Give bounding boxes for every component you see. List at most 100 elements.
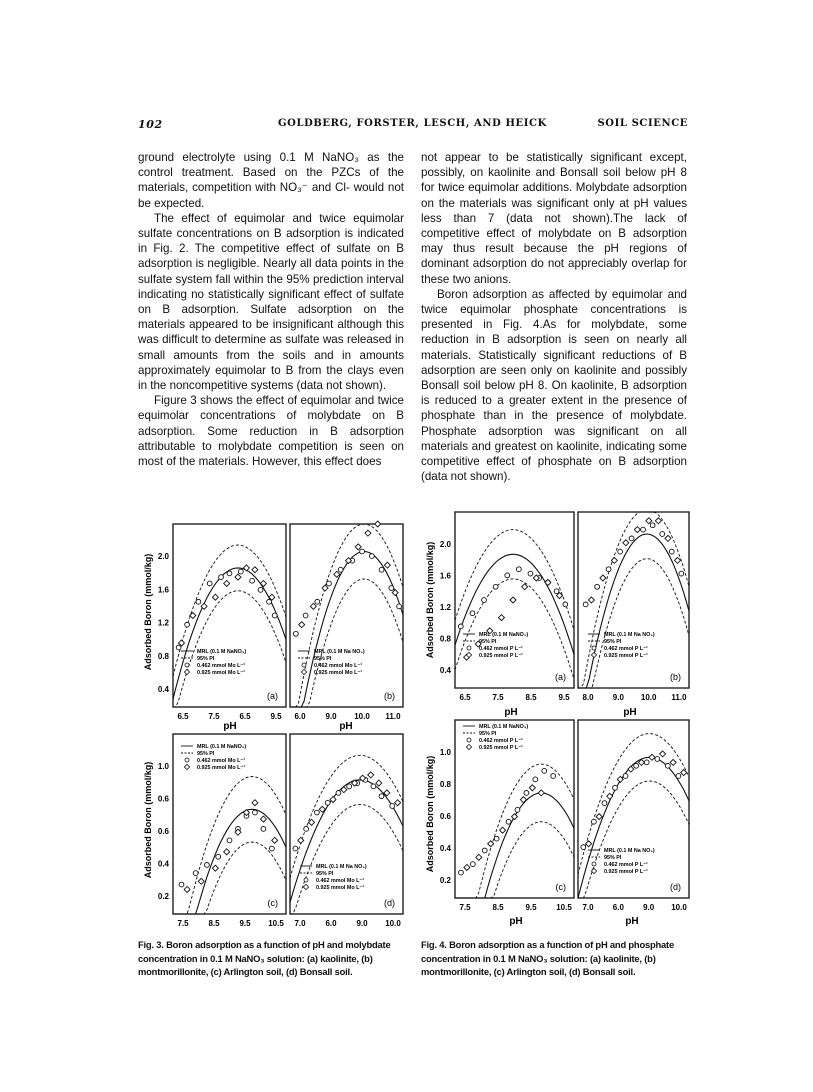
x-tick-label: 7.5 — [492, 693, 504, 702]
data-point-diamond — [627, 765, 635, 773]
data-point-diamond — [587, 596, 596, 604]
x-tick-label: 7.5 — [208, 712, 220, 721]
legend-entry: 0.925 mmol Mo L⁻¹ — [197, 765, 245, 771]
data-point-diamond — [374, 520, 382, 528]
data-point-circle — [257, 587, 264, 593]
y-tick-label: 2.0 — [158, 552, 170, 561]
data-point-diamond — [606, 792, 614, 800]
fig3-xlabel-b: pH — [339, 721, 352, 732]
data-point-circle — [192, 870, 199, 876]
legend-entry: 0.462 mmol P L⁻¹ — [479, 646, 523, 652]
data-point-circle — [594, 583, 600, 590]
prediction-interval-upper — [173, 776, 287, 915]
data-point-circle — [370, 783, 377, 790]
panel-label: (a) — [267, 691, 278, 701]
prediction-interval-lower — [578, 558, 690, 689]
data-point-circle — [470, 861, 476, 867]
legend-entry: 0.925 mmol P L⁻¹ — [604, 869, 648, 875]
y-tick-label: 0.6 — [440, 812, 452, 821]
fig4-ylabel-bottom: Adsorbed Boron (mmol/kg) — [425, 756, 435, 873]
data-point-diamond — [521, 583, 529, 591]
fig4-xlabel-b: pH — [623, 707, 636, 718]
data-point-circle — [249, 577, 255, 584]
legend-swatch-diamond — [183, 763, 191, 771]
fig4-xlabel-c: pH — [509, 916, 522, 927]
x-tick-label: 9.0 — [325, 712, 337, 721]
y-tick-label: 1.6 — [158, 585, 170, 594]
data-point-circle — [368, 553, 375, 559]
prediction-interval-upper — [455, 763, 575, 899]
x-tick-label: 10.0 — [671, 903, 687, 912]
data-point-diamond — [242, 808, 251, 817]
data-point-diamond — [200, 602, 208, 610]
legend-entry: 0.462 mmol P L⁻¹ — [479, 738, 523, 744]
data-point-circle — [215, 853, 222, 860]
legend-entry: 95% PI — [197, 751, 215, 757]
plot-frame — [289, 733, 404, 915]
legend-entry: MRL (0.1 M Na NO₃) — [604, 632, 655, 638]
fig3-xlabel-a: pH — [223, 721, 236, 732]
prediction-interval-lower — [173, 841, 287, 915]
data-point-circle — [469, 610, 476, 617]
legend-swatch-circle — [184, 662, 190, 668]
panel-label: (c) — [556, 882, 567, 892]
x-tick-label: 6.0 — [294, 712, 306, 721]
data-point-circle — [622, 773, 629, 779]
prediction-interval-lower — [173, 590, 287, 708]
legend-swatch-diamond — [465, 651, 473, 659]
data-point-diamond — [251, 799, 259, 807]
data-point-circle — [237, 568, 244, 575]
data-point-circle — [458, 869, 464, 876]
legend-entry: 95% PI — [479, 731, 497, 737]
data-point-diamond — [268, 593, 276, 601]
data-point-circle — [206, 580, 213, 587]
data-point-circle — [389, 803, 396, 809]
data-point-diamond — [251, 566, 259, 574]
data-point-diamond — [498, 826, 507, 834]
data-point-diamond — [344, 556, 353, 565]
data-point-circle — [628, 535, 635, 542]
x-tick-label: 9.0 — [356, 919, 368, 928]
data-point-circle — [523, 790, 530, 796]
right-text-column: not appear to be statistically significa… — [421, 150, 687, 484]
legend-entry: 95% PI — [197, 656, 215, 662]
legend-entry: 0.925 mmol Mo L⁻¹ — [314, 670, 362, 676]
data-point-diamond — [367, 771, 375, 779]
data-point-diamond — [297, 836, 305, 845]
data-point-circle — [346, 783, 353, 790]
data-point-circle — [605, 566, 612, 573]
x-tick-label: 9.0 — [643, 903, 655, 912]
x-tick-label: 9.5 — [558, 693, 570, 702]
plot-frame — [577, 511, 690, 689]
plot-frame — [577, 719, 690, 899]
data-point-circle — [303, 826, 309, 832]
data-point-circle — [337, 566, 344, 573]
legend-entry: 0.925 mmol Mo L⁻¹ — [197, 670, 245, 676]
data-point-diamond — [177, 639, 186, 647]
regression-line — [578, 533, 690, 689]
data-point-circle — [359, 548, 365, 555]
x-tick-label: 11.0 — [671, 693, 687, 702]
data-point-circle — [481, 847, 488, 854]
data-point-diamond — [616, 775, 624, 783]
fig4-xlabel-a: pH — [504, 707, 517, 718]
x-tick-label: 8.0 — [582, 693, 594, 702]
x-tick-label: 6.5 — [177, 712, 189, 721]
legend-swatch-diamond — [302, 883, 310, 891]
figure-4-caption: Fig. 4. Boron adsorption as a function o… — [421, 939, 674, 977]
regression-line — [454, 553, 575, 655]
legend-swatch-diamond — [300, 668, 308, 676]
data-point-circle — [562, 601, 569, 608]
x-tick-label: 11.0 — [385, 712, 401, 721]
paragraph: The effect of equimolar and twice equimo… — [138, 211, 404, 393]
legend-swatch-diamond — [590, 867, 598, 875]
legend-entry: 0.925 mmol Mo L⁻¹ — [316, 885, 364, 891]
data-point-diamond — [584, 840, 593, 848]
y-tick-label: 1.0 — [158, 762, 170, 771]
data-point-circle — [675, 773, 682, 779]
prediction-interval-upper — [578, 511, 690, 689]
x-tick-label: 9.5 — [525, 903, 537, 912]
data-point-circle — [580, 844, 587, 850]
data-point-diamond — [333, 570, 341, 578]
data-point-circle — [457, 623, 464, 630]
